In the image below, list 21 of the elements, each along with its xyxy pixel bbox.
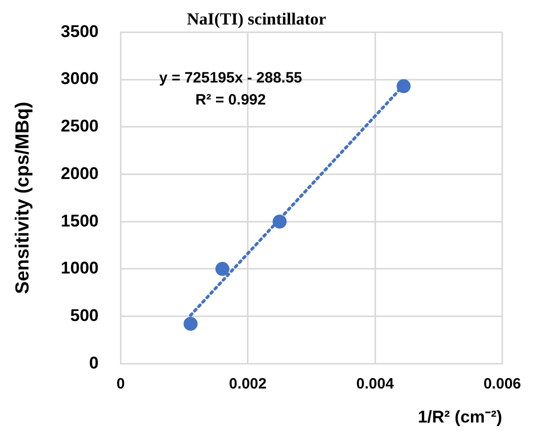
y-tick-label: 2500 <box>60 116 99 136</box>
x-axis-title: 1/R² (cm⁻²) <box>418 407 502 426</box>
y-tick-label: 3500 <box>60 22 99 41</box>
y-tick-label: 0 <box>89 353 99 372</box>
point <box>184 316 198 331</box>
point <box>215 262 230 276</box>
y-tick-label: 2000 <box>60 164 99 183</box>
y-tick-label: 500 <box>70 306 99 325</box>
point <box>272 214 287 229</box>
y-tick-label: 1500 <box>60 211 99 230</box>
annotation: R² = 0.992 <box>195 91 266 108</box>
x-tick-label: 0.002 <box>229 376 267 393</box>
y-tick-label: 1000 <box>60 258 99 278</box>
x-tick-label: 0.004 <box>356 376 394 393</box>
annotation: y = 725195x - 288.55 <box>159 69 302 86</box>
y-axis-title: Sensitivity (cps/MBq) <box>12 102 34 294</box>
chart-title: NaI(TI) scintillator <box>186 9 327 28</box>
x-tick-label: 0 <box>116 376 125 393</box>
x-tick-label: 0.006 <box>483 376 522 393</box>
point <box>396 79 411 94</box>
y-tick-label: 3000 <box>60 69 99 88</box>
